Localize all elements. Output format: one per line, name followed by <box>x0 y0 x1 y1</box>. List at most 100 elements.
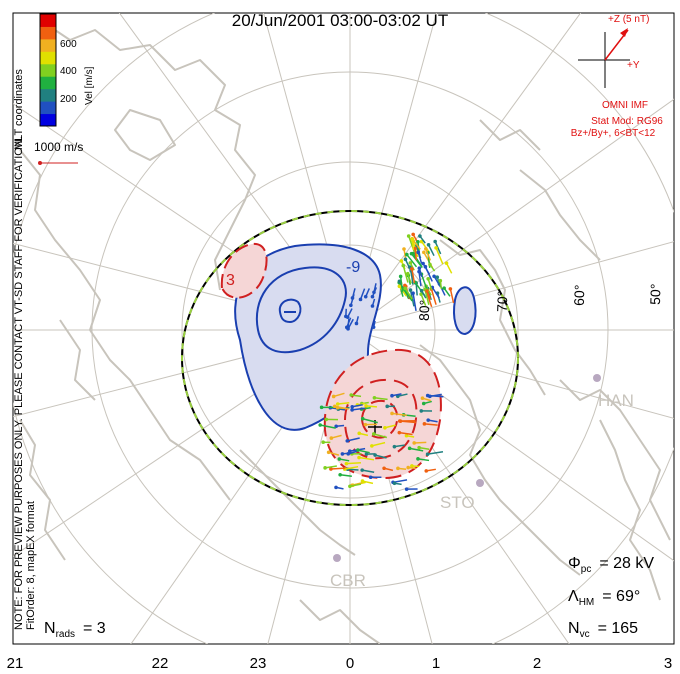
velocity-vector <box>424 266 433 282</box>
velocity-vector <box>362 469 375 474</box>
velocity-vector-origin <box>422 422 427 426</box>
velocity-vector <box>430 288 437 305</box>
colorbar-segment <box>40 51 56 65</box>
velocity-vector-origin <box>444 261 449 265</box>
svg-text:Nvc= 165: Nvc = 165 <box>568 620 638 640</box>
velocity-vector-origin <box>370 304 375 308</box>
velocity-vector <box>340 474 352 477</box>
colorbar-segment <box>40 101 56 115</box>
velocity-vector <box>358 456 375 461</box>
velocity-vector <box>420 241 430 253</box>
station-label-han: HAN <box>598 391 634 410</box>
velocity-vector-origin <box>326 450 331 455</box>
velocity-vector-origin <box>382 466 386 471</box>
velocity-vector-origin <box>321 440 325 445</box>
velocity-vector-origin <box>324 417 329 422</box>
mlt-label-21: 21 <box>7 655 24 672</box>
velocity-vector-origin <box>411 232 415 237</box>
velocity-vector-origin <box>410 267 414 271</box>
velocity-vector-origin <box>360 479 365 483</box>
velocity-vector-origin <box>363 422 368 427</box>
station-label-sto: STO <box>440 493 475 512</box>
velocity-vector-origin <box>358 297 363 302</box>
colorbar-segment <box>40 76 56 90</box>
velocity-vector <box>399 276 404 292</box>
velocity-vector-origin <box>419 409 424 413</box>
colorbar-label: Vel [m/s] <box>84 66 95 105</box>
velocity-vector-origin <box>334 485 338 490</box>
velocity-vector <box>418 271 422 287</box>
velocity-vector-origin <box>421 401 426 406</box>
imf-clock-dial <box>578 28 630 88</box>
svg-text:ΛHM= 69°: ΛHM = 69° <box>568 588 640 608</box>
velocity-vector <box>410 253 423 269</box>
velocity-vector-origin <box>344 461 349 466</box>
velocity-vector <box>410 270 414 285</box>
colorbar-tick-200: 200 <box>60 94 77 105</box>
velocity-vector <box>384 424 396 429</box>
velocity-vector <box>324 465 337 469</box>
mlt-label-0: 0 <box>346 655 354 672</box>
velocity-vector-origin <box>404 487 409 491</box>
velocity-vector <box>417 252 423 264</box>
velocity-vector-origin <box>404 433 409 438</box>
velocity-vector-origin <box>354 321 359 326</box>
colorbar-segment <box>40 113 56 127</box>
velocity-vector <box>426 294 433 308</box>
velocity-vector <box>347 318 354 330</box>
velocity-vector <box>359 288 366 300</box>
velocity-vector-origin <box>368 475 373 480</box>
velocity-vector-origin <box>428 262 432 267</box>
velocity-vector <box>346 461 361 465</box>
velocity-vector-origin <box>363 294 368 299</box>
mlt-axis: 21 22 23 0 1 2 3 <box>7 655 673 672</box>
hmb-latitude: ΛHM = 69° <box>568 588 640 608</box>
velocity-vector-origin <box>331 394 336 399</box>
velocity-vector-origin <box>403 283 407 288</box>
velocity-vector-origin <box>399 259 404 263</box>
velocity-vector-origin <box>438 278 443 283</box>
velocity-vector <box>434 241 442 255</box>
radar-count: Nrads = 3 <box>44 620 106 640</box>
mlt-label-1: 1 <box>432 655 440 672</box>
velocity-vector-origin <box>357 431 362 436</box>
velocity-vector-origin <box>360 416 365 421</box>
velocity-vector-origin <box>340 452 345 456</box>
velocity-vector-origin <box>329 436 334 440</box>
preview-note: NOTE: FOR PREVIEW PURPOSES ONLY. PLEASE … <box>13 136 25 630</box>
velocity-vector-origin <box>364 404 368 408</box>
velocity-vector-origin <box>338 472 342 477</box>
velocity-vector-origin <box>346 452 351 456</box>
velocity-vector <box>424 423 438 426</box>
mlt-label-2: 2 <box>533 655 541 672</box>
velocity-vector-origin <box>434 246 438 250</box>
velocity-vector-origin <box>392 481 397 486</box>
velocity-vector-origin <box>349 393 354 397</box>
velocity-vector-origin <box>425 393 430 398</box>
velocity-vector-origin <box>329 467 333 471</box>
velocity-vector-origin <box>403 286 408 291</box>
velocity-vector <box>404 287 413 300</box>
velocity-vector-origin <box>448 287 453 291</box>
velocity-vector-origin <box>371 325 376 329</box>
velocity-vector <box>427 278 433 291</box>
velocity-vector <box>347 468 359 471</box>
velocity-vector-origin <box>424 246 428 251</box>
velocity-vectors <box>318 232 455 491</box>
velocity-vector-origin <box>371 432 376 436</box>
velocity-vector-origin <box>323 466 327 470</box>
scale-vector-label: 1000 m/s <box>34 140 83 154</box>
velocity-vector-origin <box>442 286 446 290</box>
velocity-vector <box>333 392 345 398</box>
velocity-vector <box>420 273 428 291</box>
velocity-vector-origin <box>346 327 350 331</box>
velocity-vector-origin <box>432 274 436 279</box>
velocity-vector-origin <box>348 484 352 489</box>
latitude-label-70: 70° <box>494 291 511 313</box>
colorbar-segment <box>40 14 56 27</box>
coastlines <box>19 19 671 644</box>
velocity-vector <box>347 437 360 442</box>
mlt-label-23: 23 <box>250 655 267 672</box>
velocity-vector-origin <box>418 234 422 238</box>
velocity-vector <box>402 265 409 283</box>
